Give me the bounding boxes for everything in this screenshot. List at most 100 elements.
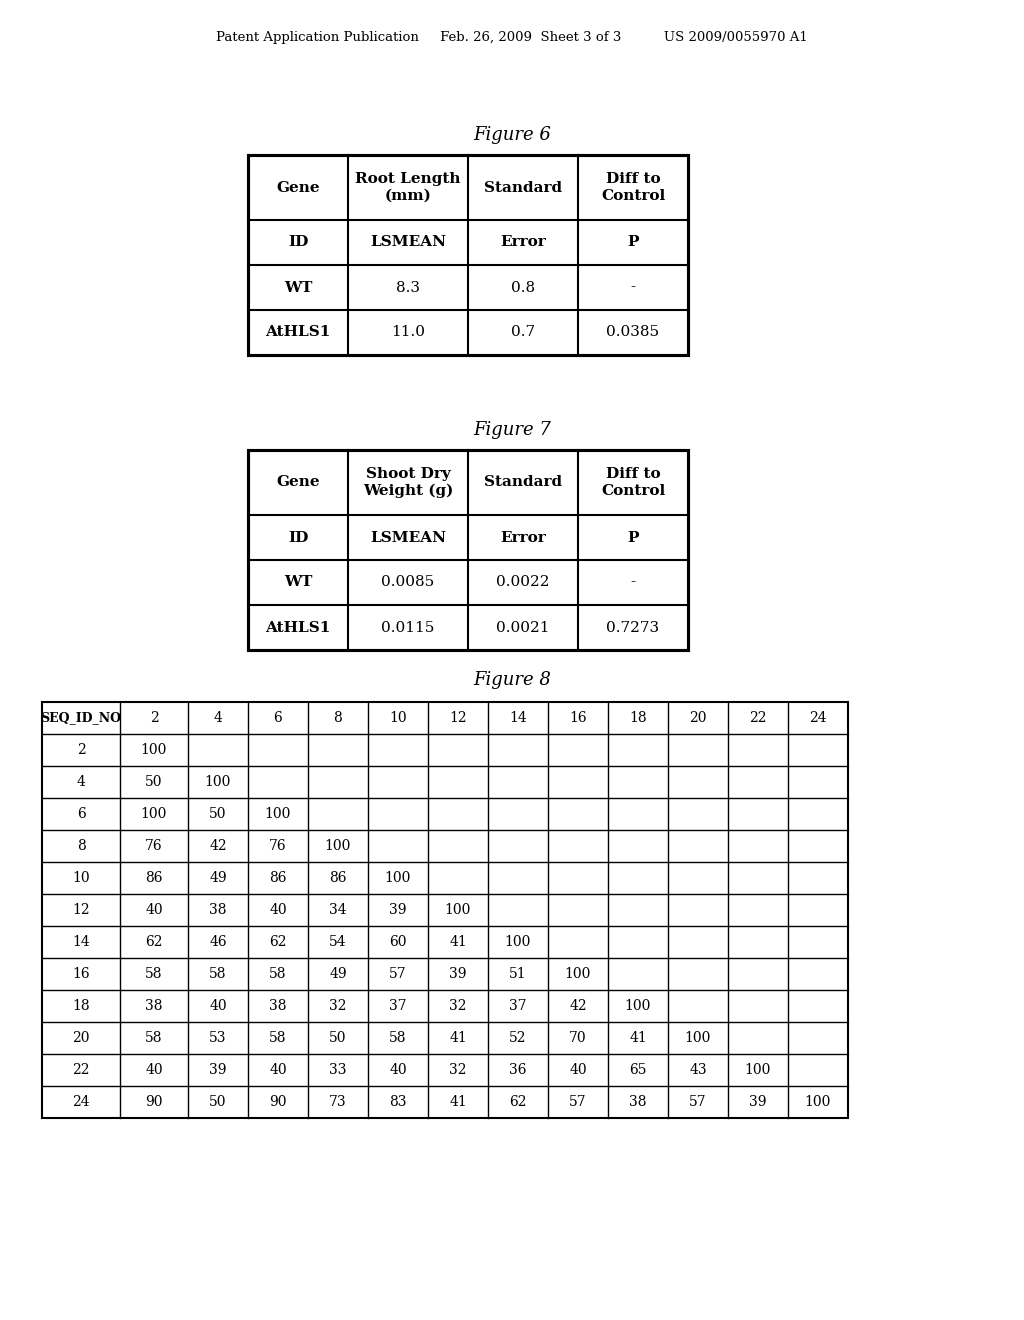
Text: 76: 76 — [269, 840, 287, 853]
Text: 20: 20 — [689, 711, 707, 725]
Text: 57: 57 — [389, 968, 407, 981]
Text: 57: 57 — [689, 1096, 707, 1109]
Text: 4: 4 — [77, 775, 85, 789]
Text: 73: 73 — [329, 1096, 347, 1109]
Text: LSMEAN: LSMEAN — [370, 531, 446, 544]
Text: -: - — [631, 281, 636, 294]
Text: 100: 100 — [385, 871, 412, 884]
Text: SEQ_ID_NO: SEQ_ID_NO — [41, 711, 122, 725]
Text: 50: 50 — [209, 807, 226, 821]
Text: AtHLS1: AtHLS1 — [265, 326, 331, 339]
Text: 49: 49 — [329, 968, 347, 981]
Text: 62: 62 — [145, 935, 163, 949]
Text: 32: 32 — [450, 999, 467, 1012]
Text: 70: 70 — [569, 1031, 587, 1045]
Text: 39: 39 — [209, 1063, 226, 1077]
Text: Diff to
Control: Diff to Control — [601, 173, 666, 202]
Text: Patent Application Publication     Feb. 26, 2009  Sheet 3 of 3          US 2009/: Patent Application Publication Feb. 26, … — [216, 30, 808, 44]
Text: 24: 24 — [72, 1096, 90, 1109]
Text: 100: 100 — [565, 968, 591, 981]
Text: 14: 14 — [509, 711, 527, 725]
Text: 40: 40 — [269, 1063, 287, 1077]
Text: 37: 37 — [509, 999, 526, 1012]
Text: 43: 43 — [689, 1063, 707, 1077]
Text: 86: 86 — [269, 871, 287, 884]
Text: 2: 2 — [150, 711, 159, 725]
Text: 58: 58 — [269, 1031, 287, 1045]
Text: 39: 39 — [750, 1096, 767, 1109]
Text: 33: 33 — [330, 1063, 347, 1077]
Text: 65: 65 — [630, 1063, 647, 1077]
Text: 52: 52 — [509, 1031, 526, 1045]
Text: 39: 39 — [450, 968, 467, 981]
Text: 38: 38 — [209, 903, 226, 917]
Text: 58: 58 — [145, 1031, 163, 1045]
Text: 6: 6 — [273, 711, 283, 725]
Text: 60: 60 — [389, 935, 407, 949]
Text: 38: 38 — [145, 999, 163, 1012]
Text: 41: 41 — [450, 1096, 467, 1109]
Text: WT: WT — [284, 576, 312, 590]
Text: 86: 86 — [330, 871, 347, 884]
Text: 58: 58 — [145, 968, 163, 981]
Text: Error: Error — [500, 531, 546, 544]
Text: Standard: Standard — [484, 475, 562, 490]
Text: LSMEAN: LSMEAN — [370, 235, 446, 249]
Text: 0.0385: 0.0385 — [606, 326, 659, 339]
Bar — [248, 450, 688, 649]
Text: 8.3: 8.3 — [396, 281, 420, 294]
Text: 40: 40 — [269, 903, 287, 917]
Text: 100: 100 — [444, 903, 471, 917]
Text: 100: 100 — [205, 775, 231, 789]
Text: Error: Error — [500, 235, 546, 249]
Bar — [42, 702, 848, 1118]
Text: 41: 41 — [450, 935, 467, 949]
Text: 42: 42 — [209, 840, 226, 853]
Text: 50: 50 — [209, 1096, 226, 1109]
Text: 39: 39 — [389, 903, 407, 917]
Text: 49: 49 — [209, 871, 226, 884]
Text: 20: 20 — [73, 1031, 90, 1045]
Text: 100: 100 — [685, 1031, 712, 1045]
Text: 0.0021: 0.0021 — [497, 620, 550, 635]
Text: 6: 6 — [77, 807, 85, 821]
Text: 83: 83 — [389, 1096, 407, 1109]
Text: 18: 18 — [629, 711, 647, 725]
Text: 36: 36 — [509, 1063, 526, 1077]
Text: 38: 38 — [630, 1096, 647, 1109]
Text: -: - — [631, 576, 636, 590]
Text: 41: 41 — [629, 1031, 647, 1045]
Text: 32: 32 — [330, 999, 347, 1012]
Text: 8: 8 — [77, 840, 85, 853]
Text: 51: 51 — [509, 968, 526, 981]
Text: 100: 100 — [805, 1096, 831, 1109]
Text: Figure 7: Figure 7 — [473, 421, 551, 440]
Text: 0.0115: 0.0115 — [381, 620, 434, 635]
Text: 62: 62 — [269, 935, 287, 949]
Text: 58: 58 — [389, 1031, 407, 1045]
Text: 11.0: 11.0 — [391, 326, 425, 339]
Text: 10: 10 — [72, 871, 90, 884]
Text: 54: 54 — [329, 935, 347, 949]
Text: Standard: Standard — [484, 181, 562, 194]
Text: Gene: Gene — [276, 475, 319, 490]
Text: 16: 16 — [569, 711, 587, 725]
Text: Root Length
(mm): Root Length (mm) — [355, 173, 461, 202]
Text: P: P — [628, 531, 639, 544]
Text: 40: 40 — [209, 999, 226, 1012]
Text: 4: 4 — [214, 711, 222, 725]
Text: 34: 34 — [329, 903, 347, 917]
Text: 14: 14 — [72, 935, 90, 949]
Text: 86: 86 — [145, 871, 163, 884]
Text: 40: 40 — [389, 1063, 407, 1077]
Text: 38: 38 — [269, 999, 287, 1012]
Text: 90: 90 — [269, 1096, 287, 1109]
Text: 37: 37 — [389, 999, 407, 1012]
Text: 18: 18 — [72, 999, 90, 1012]
Text: 58: 58 — [209, 968, 226, 981]
Text: ID: ID — [288, 235, 308, 249]
Text: WT: WT — [284, 281, 312, 294]
Text: 100: 100 — [141, 807, 167, 821]
Text: 90: 90 — [145, 1096, 163, 1109]
Text: Shoot Dry
Weight (g): Shoot Dry Weight (g) — [362, 467, 454, 498]
